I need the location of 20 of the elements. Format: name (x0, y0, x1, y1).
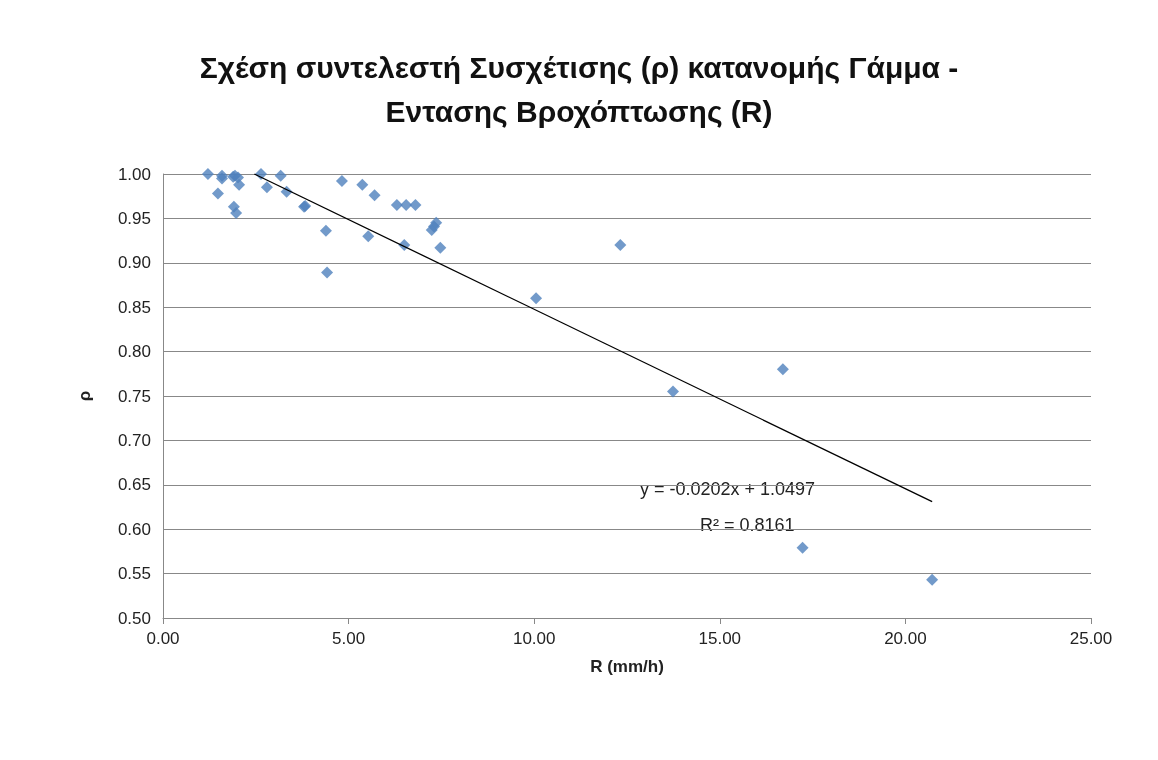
y-tick-label: 0.75 (117, 386, 151, 406)
y-tick-label: 0.65 (117, 475, 151, 495)
y-tick-label: 0.80 (117, 342, 151, 362)
y-tick-label: 0.50 (117, 608, 151, 628)
chart-title: Σχέση συντελεστή Συσχέτισης (ρ) κατανομής Γάμμα - Εντασης Βροχόπτωσης (R) (199, 50, 959, 128)
y-tick-label: 0.70 (117, 430, 151, 450)
x-tick-label: 20.00 (884, 629, 927, 648)
y-tick-label: 0.55 (117, 564, 151, 584)
y-tick-label: 0.85 (117, 297, 151, 317)
y-tick-label: 0.90 (117, 253, 151, 273)
x-tick-label: 5.00 (332, 629, 366, 648)
y-tick-label: 0.95 (117, 208, 151, 228)
x-tick-label: 25.00 (1069, 629, 1113, 648)
x-tick-label: 15.00 (698, 629, 742, 648)
x-tick-label: 10.00 (512, 629, 556, 648)
x-axis-title: R (mm/h) (590, 657, 664, 676)
y-tick-label: 1.00 (117, 164, 151, 184)
y-tick-label: 0.60 (117, 519, 151, 539)
y-axis-title: ρ (75, 390, 94, 402)
x-tick-label: 0.00 (146, 629, 180, 648)
